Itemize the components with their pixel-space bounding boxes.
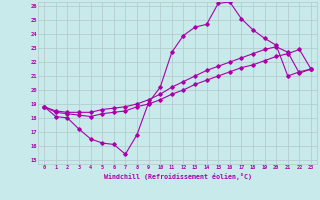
X-axis label: Windchill (Refroidissement éolien,°C): Windchill (Refroidissement éolien,°C) [104, 173, 252, 180]
